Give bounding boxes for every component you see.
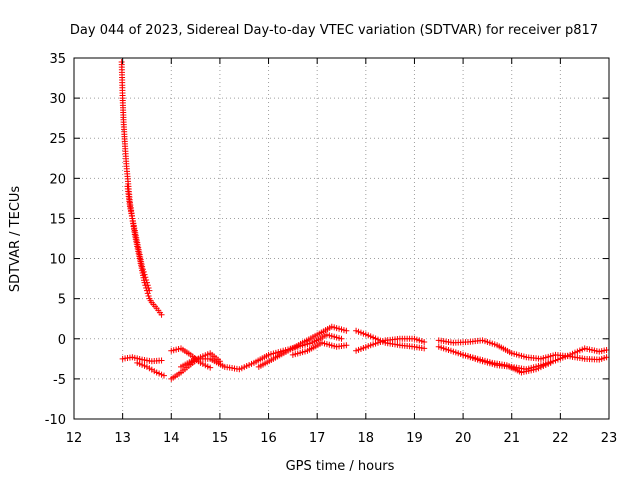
data-point xyxy=(343,342,350,349)
series-arc-10 xyxy=(353,327,428,352)
y-tick-label: -5 xyxy=(53,373,66,388)
x-tick-label: 15 xyxy=(212,431,229,446)
x-tick-label: 16 xyxy=(260,431,277,446)
y-tick-label: -10 xyxy=(45,413,66,428)
y-tick-label: 25 xyxy=(49,132,66,147)
data-point xyxy=(143,279,150,286)
axis-ticks xyxy=(73,57,610,420)
data-point xyxy=(140,268,147,275)
data-point xyxy=(139,266,146,273)
data-point xyxy=(145,292,152,299)
data-point xyxy=(421,345,428,352)
series-arc-13 xyxy=(460,351,554,376)
data-point xyxy=(145,284,152,291)
data-point xyxy=(139,263,146,270)
y-tick-label: 0 xyxy=(58,333,66,348)
data-points xyxy=(118,59,610,382)
x-tick-label: 23 xyxy=(601,431,618,446)
data-point xyxy=(143,276,150,283)
data-point xyxy=(421,338,428,345)
series-arc-11 xyxy=(435,337,610,363)
y-tick-label: 35 xyxy=(49,52,66,67)
data-point xyxy=(141,271,148,278)
data-point xyxy=(547,359,554,366)
y-tick-label: 20 xyxy=(49,172,66,187)
data-point xyxy=(338,335,345,342)
series-arc-1-lower xyxy=(124,183,153,294)
x-tick-labels: 12 13 14 15 16 17 18 19 20 21 22 23 xyxy=(66,431,618,446)
data-point xyxy=(158,311,165,318)
x-tick-label: 20 xyxy=(455,431,472,446)
data-point xyxy=(343,327,350,334)
y-tick-label: 15 xyxy=(49,212,66,227)
series-arc-8 xyxy=(289,339,350,358)
chart-title: Day 044 of 2023, Sidereal Day-to-day VTE… xyxy=(70,23,598,38)
data-point xyxy=(207,364,214,371)
series-arc-7 xyxy=(255,323,350,370)
x-axis-label: GPS time / hours xyxy=(286,459,395,474)
x-tick-label: 14 xyxy=(163,431,180,446)
x-tick-label: 19 xyxy=(406,431,423,446)
data-point xyxy=(146,287,153,294)
x-tick-label: 18 xyxy=(358,431,375,446)
y-tick-labels: -10 -5 0 5 10 15 20 25 30 35 xyxy=(45,52,66,428)
y-tick-label: 10 xyxy=(49,253,66,268)
x-tick-label: 22 xyxy=(552,431,569,446)
x-tick-label: 12 xyxy=(66,431,83,446)
series-arc-2 xyxy=(119,354,165,365)
x-tick-label: 17 xyxy=(309,431,326,446)
data-point xyxy=(160,372,167,379)
x-tick-label: 13 xyxy=(114,431,131,446)
y-axis-label: SDTVAR / TECUs xyxy=(8,186,23,293)
plot-frame xyxy=(73,57,610,420)
x-tick-label: 21 xyxy=(503,431,520,446)
y-tick-label: 5 xyxy=(58,293,66,308)
data-point xyxy=(142,274,149,281)
y-tick-label: 30 xyxy=(49,92,66,107)
series-arc-3 xyxy=(134,359,167,379)
data-point xyxy=(144,282,151,289)
data-point xyxy=(158,357,165,364)
